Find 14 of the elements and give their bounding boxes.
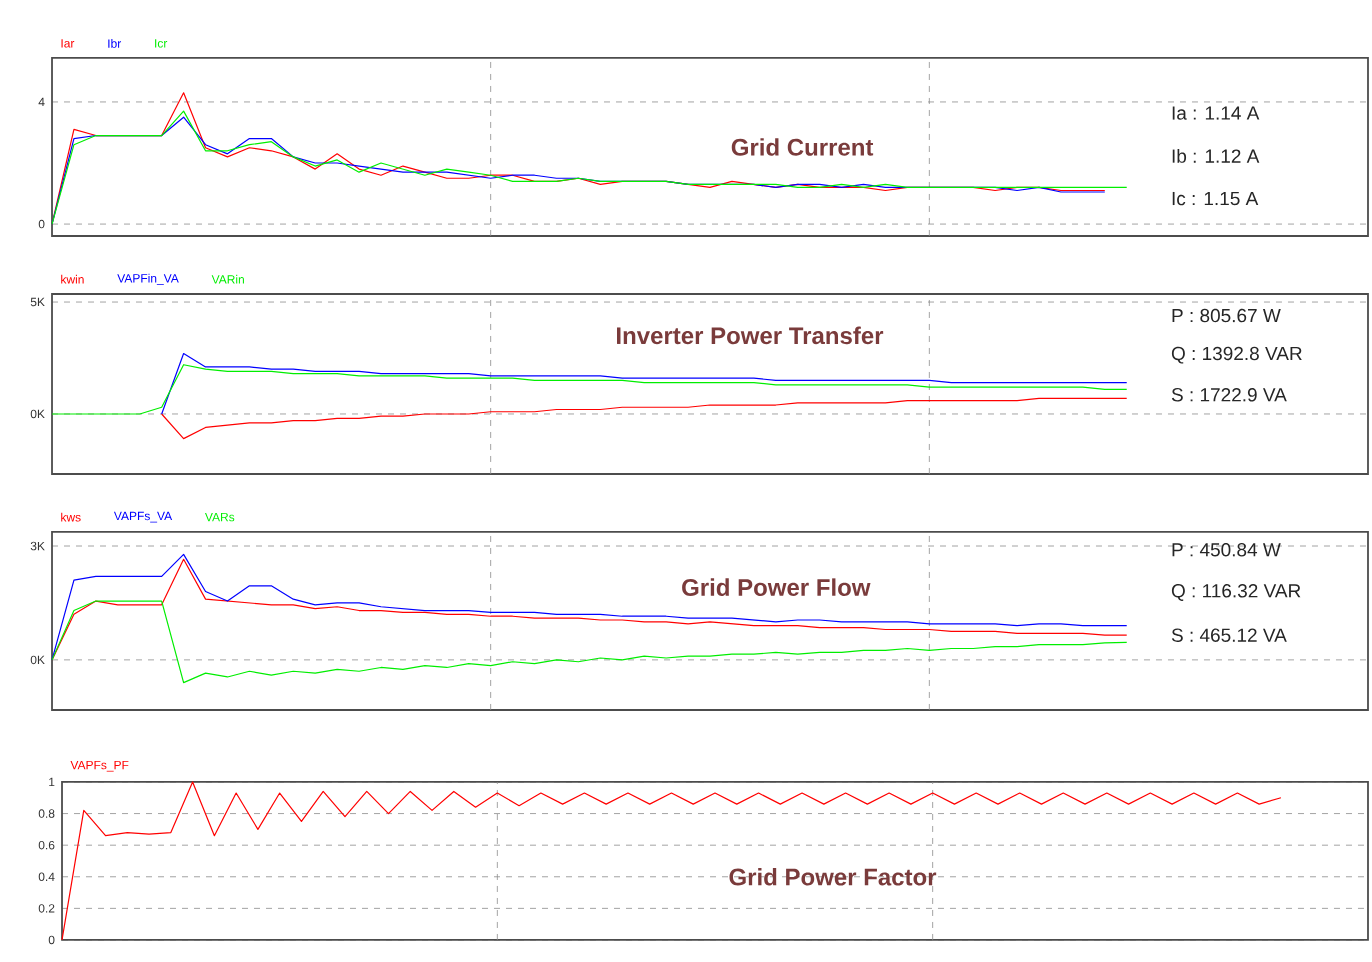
annotation: Ic : 1.15 A xyxy=(1172,191,1259,206)
annotation: Ia : 1.14 A xyxy=(1172,106,1260,120)
annotation: P : 450.84 W xyxy=(1172,543,1281,557)
line-series xyxy=(61,781,1282,941)
text: Grid Current xyxy=(731,138,874,156)
annotation: Q : 116.32 VAR xyxy=(1171,584,1301,601)
text: Grid Power Factor xyxy=(729,867,937,886)
annotation: S : 465.12 VA xyxy=(1171,628,1287,642)
text: Inverter Power Transfer xyxy=(617,326,884,345)
annotation: P : 805.67 W xyxy=(1172,308,1281,323)
annotation: Q : 1392.8 VAR xyxy=(1171,346,1302,364)
text: Grid Power Flow xyxy=(682,578,871,596)
annotation: Ib : 1.12 A xyxy=(1172,148,1260,163)
annotation: S : 1722.9 VA xyxy=(1171,388,1287,402)
